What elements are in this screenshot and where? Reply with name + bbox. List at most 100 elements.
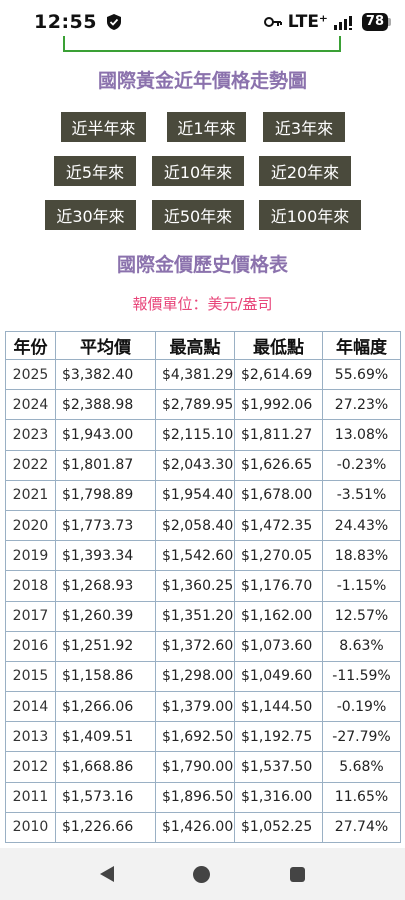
cell-low: $1,472.35 bbox=[234, 509, 323, 542]
cell-year: 2014 bbox=[5, 691, 56, 723]
table-row: 2025 $3,382.40 $4,381.29 $2,614.69 55.69% bbox=[5, 358, 401, 391]
cell-change: 18.83% bbox=[322, 540, 401, 572]
table-row: 2017 $1,260.39 $1,351.20 $1,162.00 12.57% bbox=[5, 600, 401, 632]
cell-average: $1,158.86 bbox=[55, 660, 156, 693]
cell-year: 2017 bbox=[5, 600, 56, 632]
top-partial-box bbox=[63, 36, 341, 52]
cell-average: $1,668.86 bbox=[55, 751, 156, 783]
signal-icon bbox=[333, 16, 352, 30]
cell-high: $2,789.95 bbox=[155, 389, 235, 421]
cell-average: $1,573.16 bbox=[55, 781, 156, 813]
cell-change: 27.23% bbox=[322, 389, 401, 421]
table-row: 2015 $1,158.86 $1,298.00 $1,049.60 -11.59% bbox=[5, 660, 401, 693]
period-button-30-year[interactable]: 近30年來 bbox=[45, 200, 136, 230]
cell-high: $1,360.25 bbox=[155, 570, 235, 602]
header-high: 最高點 bbox=[155, 331, 235, 360]
cell-change: 13.08% bbox=[322, 419, 401, 451]
cell-average: $1,251.92 bbox=[55, 630, 156, 662]
cell-high: $2,115.10 bbox=[155, 419, 235, 451]
cell-low: $1,316.00 bbox=[234, 781, 323, 813]
cell-high: $1,692.50 bbox=[155, 721, 235, 753]
battery-icon: 78 bbox=[361, 13, 391, 31]
cell-low: $1,537.50 bbox=[234, 751, 323, 783]
cell-low: $1,192.75 bbox=[234, 721, 323, 753]
cell-high: $1,372.60 bbox=[155, 630, 235, 662]
home-icon[interactable] bbox=[193, 865, 211, 883]
cell-year: 2025 bbox=[5, 358, 56, 391]
cell-year: 2011 bbox=[5, 781, 56, 813]
cell-change: 11.65% bbox=[322, 781, 401, 813]
cell-change: -3.51% bbox=[322, 479, 401, 511]
shield-icon bbox=[106, 14, 121, 30]
period-button-50-year[interactable]: 近50年來 bbox=[152, 200, 244, 230]
cell-high: $1,542.60 bbox=[155, 540, 235, 572]
cell-high: $1,351.20 bbox=[155, 600, 235, 632]
header-average: 平均價 bbox=[55, 331, 156, 360]
cell-low: $1,992.06 bbox=[234, 389, 323, 421]
header-year: 年份 bbox=[5, 331, 56, 360]
cell-year: 2022 bbox=[5, 449, 56, 481]
period-button-100-year[interactable]: 近100年來 bbox=[259, 200, 361, 230]
cell-average: $1,773.73 bbox=[55, 509, 156, 542]
navigation-bar bbox=[0, 848, 405, 900]
cell-average: $1,943.00 bbox=[55, 419, 156, 451]
cell-change: -1.15% bbox=[322, 570, 401, 602]
cell-change: -0.19% bbox=[322, 691, 401, 723]
price-history-table: 年份 平均價 最高點 最低點 年幅度 2025 $3,382.40 $4,381.2… bbox=[5, 331, 401, 844]
period-button-1-year[interactable]: 近1年來 bbox=[167, 112, 246, 142]
cell-year: 2016 bbox=[5, 630, 56, 662]
period-button-half-year[interactable]: 近半年來 bbox=[61, 112, 146, 142]
table-row: 2014 $1,266.06 $1,379.00 $1,144.50 -0.19% bbox=[5, 691, 401, 723]
cell-year: 2023 bbox=[5, 419, 56, 451]
cell-average: $1,801.87 bbox=[55, 449, 156, 481]
cell-year: 2012 bbox=[5, 751, 56, 783]
cell-average: $1,268.93 bbox=[55, 570, 156, 602]
key-icon bbox=[263, 17, 282, 27]
table-row: 2010 $1,226.66 $1,426.00 $1,052.25 27.74% bbox=[5, 811, 401, 844]
cell-high: $2,043.30 bbox=[155, 449, 235, 481]
network-type: LTE⁺ bbox=[287, 12, 328, 32]
cell-year: 2010 bbox=[5, 811, 56, 844]
table-row: 2013 $1,409.51 $1,692.50 $1,192.75 -27.79% bbox=[5, 721, 401, 753]
cell-high: $4,381.29 bbox=[155, 358, 235, 391]
cell-year: 2024 bbox=[5, 389, 56, 421]
cell-year: 2013 bbox=[5, 721, 56, 753]
cell-average: $2,388.98 bbox=[55, 389, 156, 421]
chart-title: 國際黃金近年價格走勢圖 bbox=[97, 70, 307, 92]
table-row: 2024 $2,388.98 $2,789.95 $1,992.06 27.23% bbox=[5, 389, 401, 421]
table-row: 2022 $1,801.87 $2,043.30 $1,626.65 -0.23% bbox=[5, 449, 401, 481]
back-icon[interactable] bbox=[99, 866, 114, 882]
cell-year: 2015 bbox=[5, 660, 56, 693]
table-row: 2018 $1,268.93 $1,360.25 $1,176.70 -1.15% bbox=[5, 570, 401, 602]
cell-low: $1,073.60 bbox=[234, 630, 323, 662]
cell-low: $1,626.65 bbox=[234, 449, 323, 481]
cell-high: $1,954.40 bbox=[155, 479, 235, 511]
table-body: 2025 $3,382.40 $4,381.29 $2,614.69 55.69% 202… bbox=[5, 358, 401, 844]
recents-icon[interactable] bbox=[290, 866, 306, 882]
cell-average: $1,409.51 bbox=[55, 721, 156, 753]
unit-label: 報價單位：美元/盎司 bbox=[132, 295, 273, 313]
cell-low: $1,270.05 bbox=[234, 540, 323, 572]
cell-low: $1,052.25 bbox=[234, 811, 323, 844]
period-button-5-year[interactable]: 近5年來 bbox=[54, 156, 136, 186]
cell-average: $3,382.40 bbox=[55, 358, 156, 391]
cell-high: $1,426.00 bbox=[155, 811, 235, 844]
cell-average: $1,798.89 bbox=[55, 479, 156, 511]
period-button-10-year[interactable]: 近10年來 bbox=[152, 156, 244, 186]
period-button-20-year[interactable]: 近20年來 bbox=[259, 156, 351, 186]
cell-average: $1,226.66 bbox=[55, 811, 156, 844]
cell-change: 55.69% bbox=[322, 358, 401, 391]
header-change: 年幅度 bbox=[322, 331, 401, 360]
cell-year: 2018 bbox=[5, 570, 56, 602]
status-time: 12:55 bbox=[34, 11, 97, 33]
table-header-row: 年份 平均價 最高點 最低點 年幅度 bbox=[5, 331, 401, 360]
cell-high: $2,058.40 bbox=[155, 509, 235, 542]
cell-year: 2019 bbox=[5, 540, 56, 572]
table-row: 2023 $1,943.00 $2,115.10 $1,811.27 13.08% bbox=[5, 419, 401, 451]
cell-low: $1,049.60 bbox=[234, 660, 323, 693]
cell-high: $1,298.00 bbox=[155, 660, 235, 693]
cell-low: $2,614.69 bbox=[234, 358, 323, 391]
period-button-3-year[interactable]: 近3年來 bbox=[263, 112, 345, 142]
battery-tip bbox=[388, 18, 391, 26]
table-row: 2011 $1,573.16 $1,896.50 $1,316.00 11.65% bbox=[5, 781, 401, 813]
